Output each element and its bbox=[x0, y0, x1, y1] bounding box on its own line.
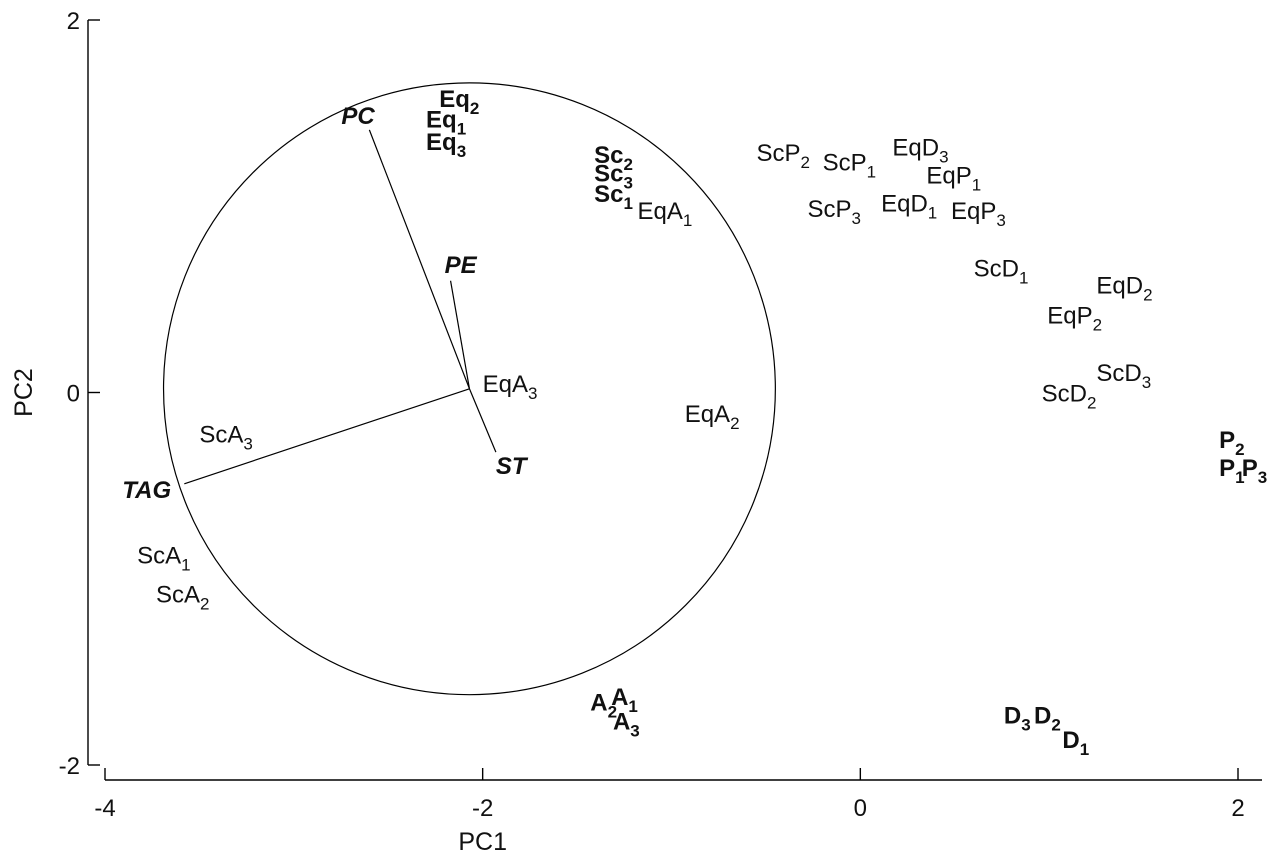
axes: -4 -2 0 2 -2 0 2 PC1 PC2 bbox=[10, 8, 1262, 855]
point-scp3: ScP3 bbox=[807, 196, 860, 228]
point-eqa2: EqA2 bbox=[685, 401, 740, 433]
point-eqa1: EqA1 bbox=[638, 198, 693, 230]
point-scd3: ScD3 bbox=[1096, 360, 1151, 392]
point-p1: P1 bbox=[1219, 455, 1244, 487]
y-axis-title: PC2 bbox=[10, 368, 38, 417]
point-scp1: ScP1 bbox=[823, 150, 876, 182]
point-eqd3: EqD3 bbox=[892, 135, 948, 167]
point-sc3: Sc3 bbox=[594, 161, 633, 193]
x-ticks: -4 -2 0 2 bbox=[94, 768, 1245, 822]
vector-st bbox=[468, 388, 497, 453]
point-eqd1: EqD1 bbox=[881, 191, 937, 223]
point-scd1: ScD1 bbox=[974, 256, 1029, 288]
point-a3: A3 bbox=[613, 708, 640, 740]
point-d3: D3 bbox=[1004, 703, 1031, 735]
point-d2: D2 bbox=[1034, 703, 1061, 735]
point-d1: D1 bbox=[1062, 727, 1089, 759]
vector-pc bbox=[368, 129, 471, 389]
point-eqp1: EqP1 bbox=[926, 163, 981, 195]
x-tick-label: -2 bbox=[472, 795, 493, 822]
x-tick-label: 2 bbox=[1231, 795, 1244, 822]
y-tick-label: -2 bbox=[59, 753, 80, 780]
point-sca1: ScA1 bbox=[137, 543, 190, 575]
vector-label-pc: PC bbox=[341, 103, 375, 130]
x-tick-label: -4 bbox=[94, 795, 115, 822]
vector-pe bbox=[449, 280, 471, 389]
y-ticks: -2 0 2 bbox=[59, 8, 100, 780]
point-eq1: Eq1 bbox=[426, 107, 466, 139]
point-a2: A2 bbox=[590, 690, 617, 722]
x-tick-label: 0 bbox=[854, 795, 867, 822]
vector-tag bbox=[184, 388, 470, 485]
loading-vectors: PC PE ST TAG bbox=[122, 103, 529, 504]
point-eqa3: EqA3 bbox=[483, 371, 538, 403]
y-tick-label: 2 bbox=[67, 8, 80, 35]
point-p3: P3 bbox=[1242, 455, 1267, 487]
vector-label-tag: TAG bbox=[122, 477, 171, 504]
point-scd2: ScD2 bbox=[1042, 381, 1097, 413]
point-a1: A1 bbox=[611, 684, 638, 716]
point-eqp2: EqP2 bbox=[1047, 302, 1102, 334]
point-eq2: Eq2 bbox=[439, 86, 479, 118]
correlation-circle bbox=[162, 82, 776, 696]
point-scp2: ScP2 bbox=[756, 140, 809, 172]
point-eqd2: EqD2 bbox=[1096, 272, 1152, 304]
y-tick-label: 0 bbox=[67, 381, 80, 408]
vector-label-pe: PE bbox=[445, 252, 478, 279]
point-sc2: Sc2 bbox=[594, 142, 633, 174]
point-eq3: Eq3 bbox=[426, 129, 466, 161]
point-p2: P2 bbox=[1219, 427, 1244, 459]
point-sc1: Sc1 bbox=[594, 181, 633, 213]
x-axis-title: PC1 bbox=[458, 828, 507, 855]
point-sca3: ScA3 bbox=[199, 421, 252, 453]
vector-label-st: ST bbox=[496, 453, 529, 480]
point-sca2: ScA2 bbox=[156, 582, 209, 614]
point-eqp3: EqP3 bbox=[951, 198, 1006, 230]
